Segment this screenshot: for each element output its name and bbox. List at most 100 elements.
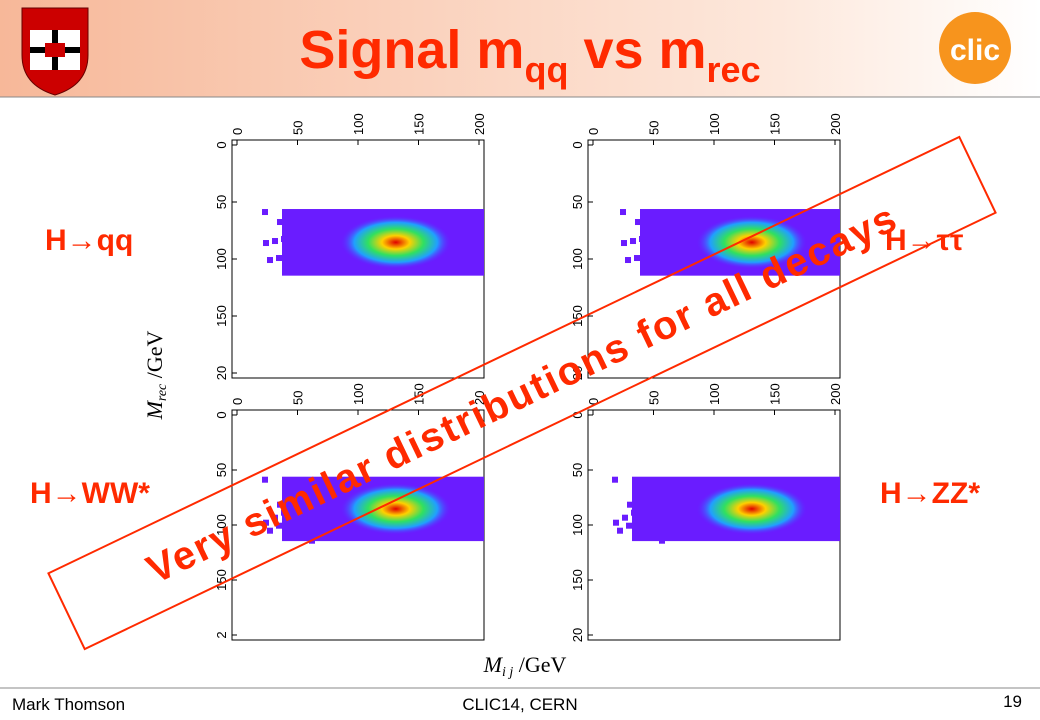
title-part: vs m (568, 20, 706, 80)
heatmap-cell (657, 232, 663, 239)
y-axis-label: Mrec /GeV (142, 330, 170, 420)
x-tick-label: 50 (647, 121, 662, 135)
header-band (0, 0, 1040, 97)
y-tick-label: 50 (570, 463, 585, 477)
heatmap-cell (662, 213, 668, 220)
heatmap-cell (272, 514, 278, 521)
heatmap-cell (263, 519, 269, 526)
heatmap-cell (286, 496, 292, 503)
footer-event: CLIC14, CERN (462, 695, 577, 714)
heatmap-cell (658, 263, 664, 270)
footer-page: 19 (1003, 692, 1022, 711)
heatmap-cell (276, 255, 282, 262)
decay-label: H→qq (45, 224, 133, 257)
overlay: Very similar distributions for all decay… (47, 135, 997, 651)
heatmap-cell (286, 217, 292, 224)
heatmap-cell (300, 478, 306, 485)
heatmap-cell (291, 265, 297, 272)
heatmap-cell (295, 215, 301, 222)
y-tick-label: 50 (570, 195, 585, 209)
heatmap-cell (612, 476, 618, 483)
y-tick-label: 0 (570, 141, 585, 148)
heatmap-cell (300, 263, 306, 270)
y-axis-label-main: M (142, 399, 167, 420)
heatmap-cell (314, 242, 320, 249)
heatmap-cell (281, 509, 287, 516)
y-tick-label: 2 (214, 631, 229, 638)
heatmap-cell (290, 234, 296, 241)
heatmap-cell (634, 255, 640, 262)
y-tick-label: 100 (214, 514, 229, 536)
x-axis-label-unit: /GeV (513, 652, 566, 677)
footer-author: Mark Thomson (12, 695, 125, 714)
heatmap-cell (664, 524, 670, 531)
heatmap-peak (696, 483, 808, 535)
x-tick-label: 100 (351, 113, 366, 135)
heatmap-cell (649, 499, 655, 506)
heatmap-cell (622, 514, 628, 521)
decay-label: H→ττ (885, 224, 963, 257)
y-tick-label: 100 (570, 248, 585, 270)
heatmap-cell (272, 238, 278, 245)
x-tick-label: 100 (707, 383, 722, 405)
x-tick-label: 100 (707, 113, 722, 135)
x-tick-label: 150 (412, 113, 427, 135)
y-tick-label: 20 (570, 628, 585, 642)
heatmap-cell (648, 234, 654, 241)
heatmap-cell (625, 257, 631, 264)
x-tick-label: 100 (351, 383, 366, 405)
x-tick-label: 150 (768, 383, 783, 405)
heatmap-cell (314, 524, 320, 531)
y-axis-label-sub: rec (155, 383, 170, 401)
heatmap-cell (644, 217, 650, 224)
heatmap-cell (663, 481, 669, 488)
heatmap-cell (262, 209, 268, 216)
y-axis-label-unit: /GeV (142, 330, 167, 383)
heatmap-cell (290, 504, 296, 511)
cambridge-logo (21, 7, 89, 96)
clic-logo: clic (939, 12, 1011, 84)
heatmap-cell (291, 483, 297, 490)
heatmap-cell (649, 265, 655, 272)
heatmap-cell (621, 240, 627, 247)
x-tick-label: 200 (472, 113, 487, 135)
heatmap-cell (620, 209, 626, 216)
heatmap-cell (640, 504, 646, 511)
heatmap-cell (304, 486, 310, 493)
x-tick-label: 0 (230, 128, 245, 135)
heatmap-cell (277, 219, 283, 226)
y-tick-label: 150 (570, 305, 585, 327)
y-tick-label: 100 (570, 514, 585, 536)
heatmap-cell (299, 499, 305, 506)
y-tick-label: 20 (214, 366, 229, 380)
heatmap-cell (277, 501, 283, 508)
heatmap-peak (340, 215, 452, 269)
heatmap-cell (667, 261, 673, 268)
heatmap-cell (650, 478, 656, 485)
heatmap-peak (340, 483, 452, 535)
y-tick-label: 0 (570, 411, 585, 418)
heatmap-cell (654, 486, 660, 493)
y-tick-label: 50 (214, 463, 229, 477)
y-tick-label: 50 (214, 195, 229, 209)
y-tick-label: 0 (214, 141, 229, 148)
heatmap-cell (318, 259, 324, 266)
x-tick-label: 0 (586, 398, 601, 405)
heatmap-cell (263, 240, 269, 247)
heatmap-cell (631, 509, 637, 516)
heatmap-cell (636, 496, 642, 503)
heatmap-cell (276, 522, 282, 529)
heatmap-cell (267, 257, 273, 264)
heatmap-cell (313, 481, 319, 488)
heatmap-cell (613, 519, 619, 526)
heatmap-cell (626, 522, 632, 529)
heatmap-cell (262, 476, 268, 483)
heatmap-cell (299, 232, 305, 239)
heatmap-cell (635, 219, 641, 226)
x-tick-label: 200 (828, 113, 843, 135)
heatmap-cell (671, 211, 677, 218)
y-tick-label: 150 (214, 305, 229, 327)
x-tick-label: 0 (586, 128, 601, 135)
x-tick-label: 20 (472, 391, 487, 405)
